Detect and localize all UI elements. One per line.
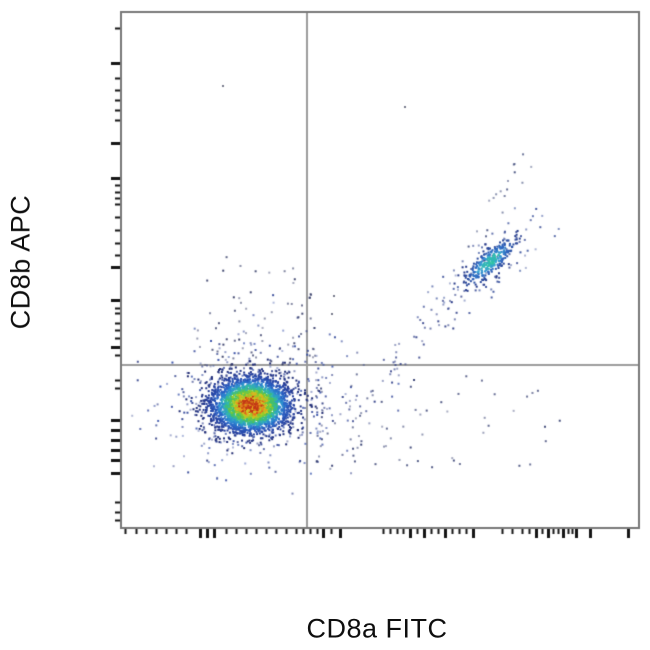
y-axis-label: CD8b APC — [5, 194, 36, 330]
x-axis-label: CD8a FITC — [306, 613, 448, 644]
